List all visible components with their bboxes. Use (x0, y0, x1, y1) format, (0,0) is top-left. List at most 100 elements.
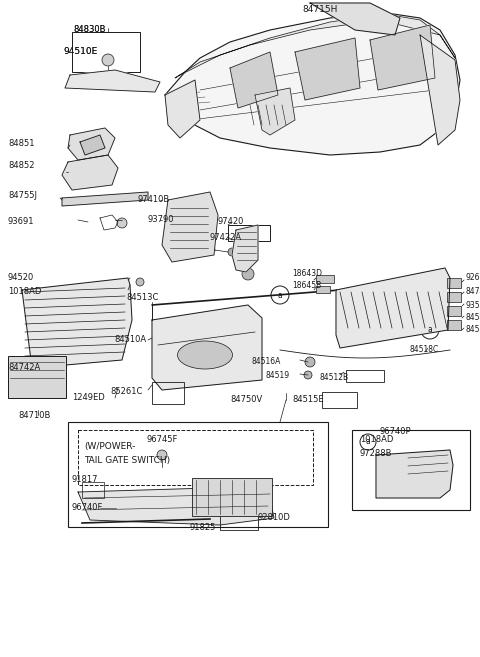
Text: 84742A: 84742A (8, 363, 40, 373)
Text: 84851: 84851 (8, 139, 35, 148)
Text: 96745F: 96745F (146, 436, 178, 445)
Bar (316, 275, 334, 283)
Text: 92620: 92620 (466, 273, 480, 283)
Text: 84519: 84519 (265, 371, 289, 380)
Text: a: a (428, 325, 432, 334)
Bar (228, 225, 270, 241)
Text: 84510A: 84510A (114, 336, 146, 344)
Text: 84518C: 84518C (410, 346, 439, 355)
Text: 18645B: 18645B (292, 281, 321, 290)
Polygon shape (310, 3, 400, 35)
Text: 84510B: 84510B (466, 325, 480, 334)
Text: 97410B: 97410B (138, 196, 170, 204)
Text: 94520: 94520 (8, 273, 34, 283)
Bar (82, 482, 104, 498)
Ellipse shape (387, 470, 397, 480)
Bar (352, 430, 470, 510)
Ellipse shape (100, 500, 116, 516)
Ellipse shape (380, 463, 404, 487)
Polygon shape (370, 25, 435, 90)
Text: 1249ED: 1249ED (72, 394, 105, 403)
Polygon shape (420, 35, 460, 145)
Text: 93510: 93510 (466, 300, 480, 309)
Text: 97288B: 97288B (360, 449, 393, 457)
Bar (322, 392, 357, 408)
Text: 93790: 93790 (148, 215, 175, 225)
Ellipse shape (305, 357, 315, 367)
Bar (220, 512, 258, 530)
Polygon shape (255, 88, 295, 135)
Text: 96740F: 96740F (72, 503, 103, 512)
Bar (78, 430, 313, 485)
Text: 91817: 91817 (72, 476, 98, 484)
Ellipse shape (228, 248, 236, 256)
Text: 84755J: 84755J (8, 191, 37, 200)
Text: 94510E: 94510E (63, 47, 97, 57)
Text: 84516A: 84516A (252, 357, 281, 367)
Ellipse shape (360, 434, 376, 450)
Text: 84512B: 84512B (320, 373, 349, 382)
Ellipse shape (304, 371, 312, 379)
Ellipse shape (157, 450, 167, 460)
Text: 97422A: 97422A (210, 233, 242, 242)
Text: 84515E: 84515E (292, 396, 324, 405)
Bar (8, 356, 66, 398)
Polygon shape (376, 450, 453, 498)
Polygon shape (22, 278, 132, 368)
Text: TAIL GATE SWITCH): TAIL GATE SWITCH) (84, 455, 170, 464)
Polygon shape (230, 52, 278, 108)
Text: 1018AD: 1018AD (360, 436, 394, 445)
Text: 84545: 84545 (466, 313, 480, 323)
Ellipse shape (174, 104, 190, 120)
Ellipse shape (178, 341, 232, 369)
Text: 84830B: 84830B (73, 26, 106, 35)
Text: 96740P: 96740P (380, 428, 412, 436)
Polygon shape (65, 70, 160, 92)
Polygon shape (336, 268, 450, 348)
Polygon shape (62, 155, 118, 190)
Polygon shape (165, 12, 460, 155)
Text: 84830B: 84830B (73, 26, 106, 35)
Ellipse shape (205, 245, 215, 255)
Polygon shape (295, 38, 360, 100)
Polygon shape (175, 14, 455, 78)
Ellipse shape (421, 321, 439, 339)
Ellipse shape (80, 164, 96, 180)
Ellipse shape (242, 268, 254, 280)
Bar (192, 478, 272, 516)
Bar (447, 320, 461, 330)
Text: 84747: 84747 (466, 288, 480, 296)
Text: 84750V: 84750V (230, 396, 262, 405)
Ellipse shape (136, 278, 144, 286)
Text: 91825: 91825 (190, 524, 216, 533)
Bar (152, 382, 184, 404)
Text: (W/POWER-: (W/POWER- (84, 443, 135, 451)
Text: 97420: 97420 (218, 217, 244, 227)
Polygon shape (165, 80, 200, 138)
Ellipse shape (271, 286, 289, 304)
Bar (68, 422, 328, 527)
Bar (447, 306, 461, 316)
Bar (447, 292, 461, 302)
Ellipse shape (102, 54, 114, 66)
Bar (447, 278, 461, 288)
Polygon shape (62, 192, 148, 206)
Text: 84715H: 84715H (302, 5, 337, 14)
Polygon shape (68, 128, 115, 160)
Text: a: a (366, 438, 371, 447)
Text: 93691: 93691 (8, 217, 35, 227)
Text: 94510E: 94510E (63, 47, 97, 57)
Text: 85261C: 85261C (110, 388, 143, 397)
Bar (72, 32, 140, 72)
Bar (346, 370, 384, 382)
Ellipse shape (117, 218, 127, 228)
Ellipse shape (85, 169, 91, 175)
Text: 84710B: 84710B (18, 411, 50, 420)
Text: 1018AD: 1018AD (8, 288, 41, 296)
Polygon shape (152, 305, 262, 390)
Ellipse shape (167, 97, 197, 127)
Text: 84513C: 84513C (126, 294, 158, 302)
Polygon shape (80, 135, 105, 155)
Text: 84852: 84852 (8, 160, 35, 170)
Text: a: a (277, 290, 282, 300)
